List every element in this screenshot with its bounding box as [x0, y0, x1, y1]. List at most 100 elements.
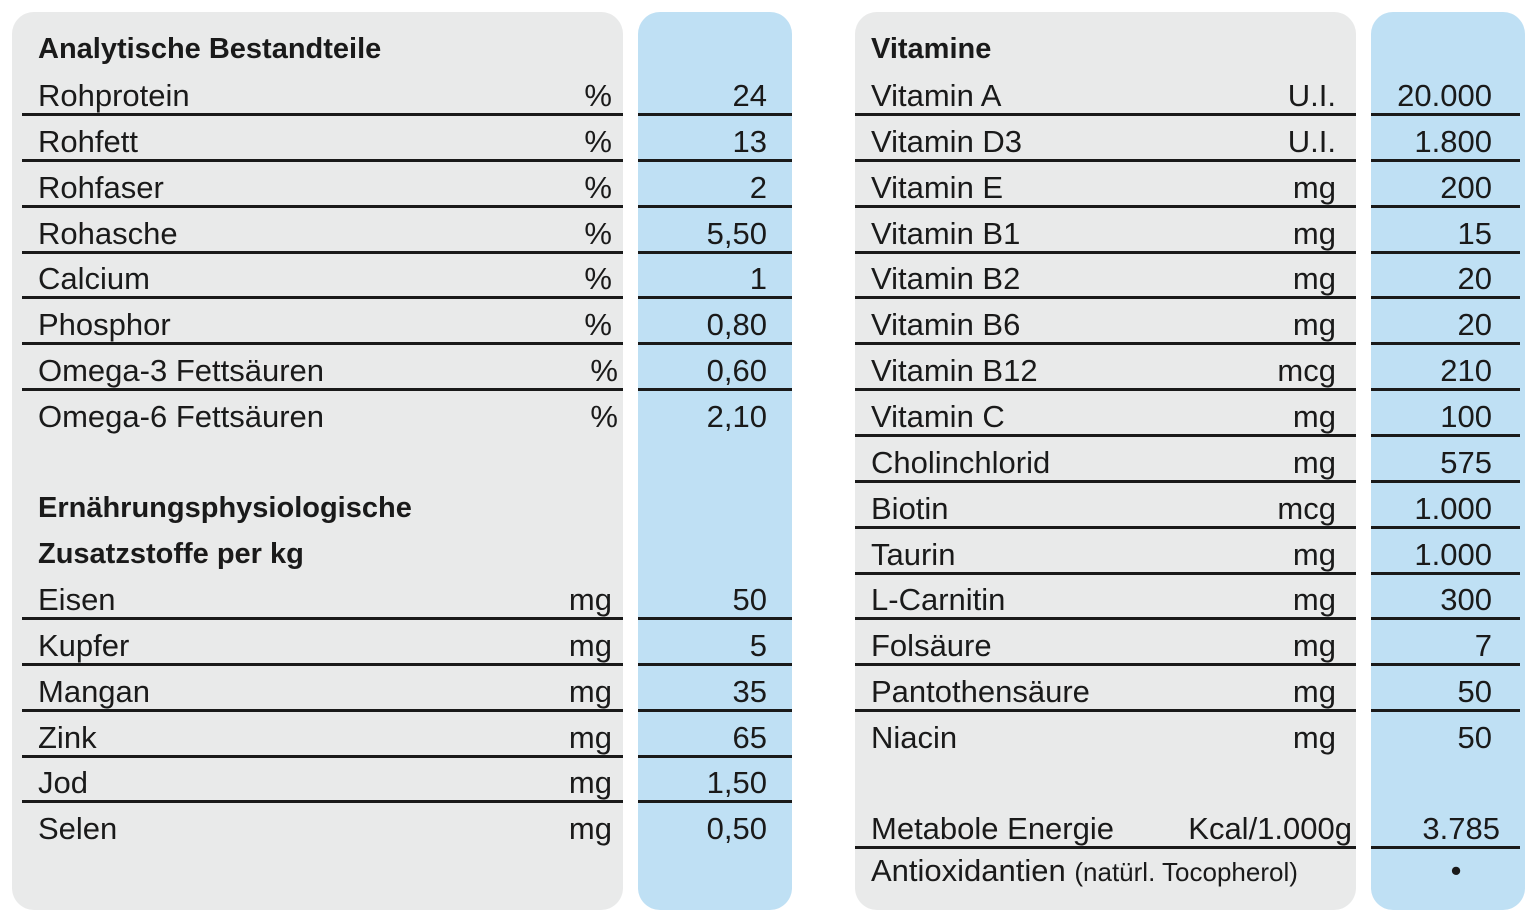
- antioxidant-note: (natürl. Tocopherol): [1074, 857, 1298, 887]
- analytic-name: Phosphor: [38, 307, 171, 343]
- vitamin-value: 50: [1457, 674, 1492, 710]
- analytic-rule: [22, 388, 623, 392]
- vitamin-value: 1.800: [1414, 123, 1492, 159]
- antioxidant-name: Antioxidantien (natürl. Tocopherol): [871, 848, 1298, 895]
- additive-unit: mg: [568, 627, 612, 663]
- vitamin-value-rule: [1371, 525, 1520, 529]
- analytic-row: Omega-3 Fettsäuren% 0,60: [0, 348, 1538, 394]
- analytic-name: Rohprotein: [38, 78, 190, 113]
- vitamin-unit: U.I.: [1287, 123, 1336, 159]
- analytic-rule: [22, 342, 623, 346]
- vitamin-name: Vitamin D3: [871, 123, 1023, 159]
- analytic-rule: [22, 250, 623, 254]
- additive-row: Mangan mg 35: [0, 669, 1538, 715]
- analytic-value-rule: [638, 204, 792, 208]
- vitamin-rule: [855, 433, 1356, 437]
- analytic-rule: [22, 204, 623, 208]
- analytic-value-rule: [638, 342, 792, 346]
- additive-row: Jod mg 1,50: [0, 760, 1538, 806]
- analytic-value: 2: [749, 169, 767, 205]
- additive-value: 0,50: [706, 811, 767, 847]
- additive-row: Zink mg 65: [0, 715, 1538, 761]
- vitamin-unit: mcg: [1277, 490, 1336, 526]
- vitamin-rule: [855, 388, 1356, 392]
- vitamin-value: 210: [1440, 353, 1492, 389]
- energy-unit: Kcal/1.000g: [1188, 811, 1352, 846]
- vitamin-value: 20.000: [1397, 78, 1492, 113]
- vitamin-rule: [855, 296, 1356, 300]
- additive-value: 50: [732, 582, 767, 617]
- vitamin-name: Cholinchlorid: [871, 444, 1051, 480]
- analytic-value: 5,50: [706, 215, 767, 251]
- additive-name: Kupfer: [38, 627, 130, 663]
- additive-value: 1,50: [706, 765, 767, 801]
- analytic-value-rule: [638, 296, 792, 300]
- analytic-unit: %: [584, 123, 612, 159]
- vitamin-row: Biotin mcg 1.000: [0, 486, 1538, 532]
- analytic-name: Omega-3 Fettsäuren: [38, 353, 325, 389]
- analytic-value: 2,10: [706, 398, 767, 434]
- vitamin-value: 20: [1457, 261, 1492, 297]
- vitamin-name: Vitamin B1: [871, 215, 1021, 251]
- vitamin-name: Taurin: [871, 536, 956, 572]
- antioxidant-value: •: [1450, 853, 1462, 888]
- vitamin-row: Vitamin E mg 200: [0, 165, 1538, 211]
- additive-rule: [22, 800, 623, 804]
- additive-value-rule: [638, 800, 792, 804]
- vitamin-row: Taurin mg 1.000: [0, 532, 1538, 578]
- analytic-row: Rohprotein% 24: [0, 73, 1538, 119]
- vitamin-name: Vitamin B2: [871, 261, 1021, 297]
- vitamin-unit: mg: [1292, 215, 1336, 251]
- vitamin-value-rule: [1371, 342, 1520, 346]
- analytic-value-rule: [638, 250, 792, 254]
- analytic-unit: %: [584, 215, 612, 251]
- analytic-unit: %: [584, 307, 612, 343]
- vitamin-unit: U.I.: [1287, 78, 1336, 113]
- vitamin-unit: mg: [1292, 261, 1336, 297]
- additive-row: Eisen mg 50: [0, 577, 1538, 623]
- additive-value-rule: [638, 708, 792, 712]
- vitamin-value-rule: [1371, 250, 1520, 254]
- analytic-name: Rohasche: [38, 215, 178, 251]
- energy-row: Metabole Energie Kcal/1.000g 3.785: [0, 806, 1538, 852]
- analytic-unit: %: [590, 398, 618, 434]
- additive-value: 35: [732, 673, 767, 709]
- vitamin-row: Vitamin A U.I. 20.000: [0, 73, 1538, 119]
- additive-unit: mg: [568, 765, 612, 801]
- vitamin-value-rule: [1371, 709, 1520, 713]
- additive-name: Eisen: [38, 582, 116, 617]
- energy-name: Metabole Energie: [871, 811, 1114, 846]
- analytic-unit: %: [584, 78, 612, 113]
- vitamin-value: 100: [1440, 398, 1492, 434]
- additive-rule: [22, 754, 623, 758]
- vitamin-name: Vitamin B12: [871, 353, 1038, 389]
- vitamin-name: Biotin: [871, 490, 949, 526]
- vitamin-value-rule: [1371, 204, 1520, 208]
- vitamin-value-rule: [1371, 296, 1520, 300]
- heading-zusatzstoffe-line2: Zusatzstoffe per kg: [38, 538, 304, 570]
- vitamin-rule: [855, 617, 1356, 621]
- additive-rule: [22, 617, 623, 620]
- vitamin-unit: mg: [1292, 674, 1336, 710]
- vitamin-value: 575: [1440, 444, 1492, 480]
- vitamin-rule: [855, 571, 1356, 575]
- analytic-rule: [22, 113, 623, 116]
- vitamin-row: Vitamin D3 U.I. 1.800: [0, 119, 1538, 165]
- additive-unit: mg: [568, 811, 612, 847]
- vitamin-row: Vitamin B1 mg 15: [0, 211, 1538, 257]
- vitamin-row: Vitamin B6 mg 20: [0, 302, 1538, 348]
- vitamin-name: Vitamin B6: [871, 307, 1021, 343]
- heading-analytische-bestandteile: Analytische Bestandteile: [38, 33, 382, 65]
- analytic-unit: %: [584, 169, 612, 205]
- analytic-row: Rohfaser% 2: [0, 165, 1538, 211]
- vitamin-value: 20: [1457, 307, 1492, 343]
- vitamin-unit: mg: [1292, 582, 1336, 618]
- analytic-value: 13: [732, 123, 767, 159]
- vitamin-value: 200: [1440, 169, 1492, 205]
- analytic-value-rule: [638, 158, 792, 162]
- energy-rule-left: [855, 846, 1356, 849]
- vitamin-value-rule: [1371, 113, 1520, 116]
- vitamin-unit: mg: [1292, 307, 1336, 343]
- additive-value-rule: [638, 662, 792, 666]
- vitamin-unit: mg: [1292, 536, 1336, 572]
